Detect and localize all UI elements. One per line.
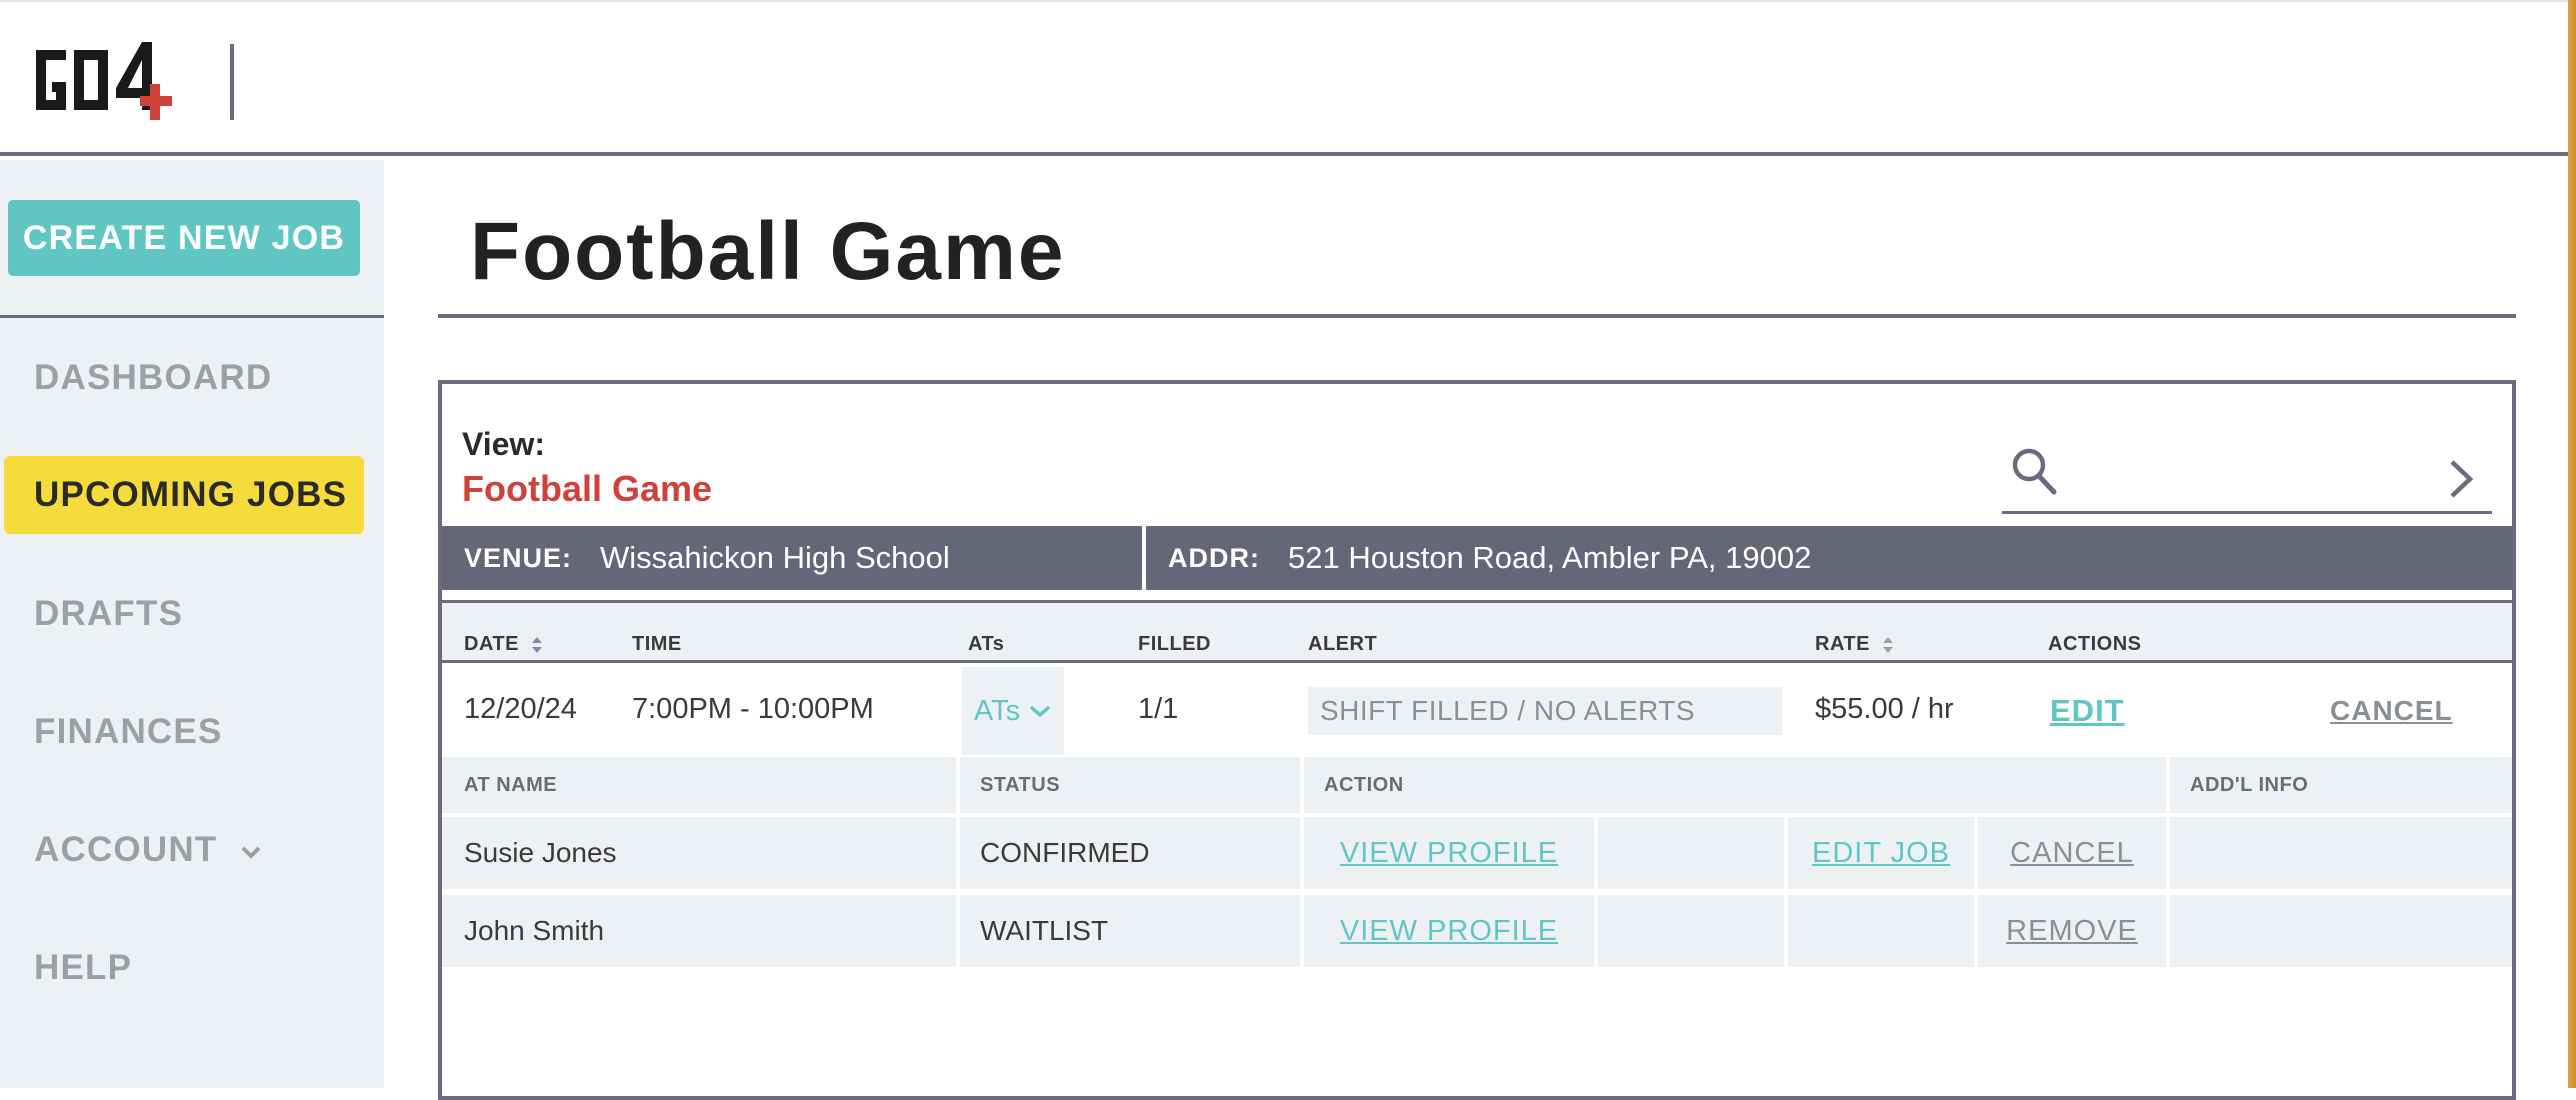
sidebar-item-drafts[interactable]: DRAFTS [34,594,184,633]
view-profile-cell: VIEW PROFILE [1304,817,1594,889]
column-header-filled: FILLED [1138,633,1211,655]
table-row: 12/20/24 7:00PM - 10:00PM ATs 1/1 SHIFT … [442,663,2512,755]
cancel-cell: CANCEL [1978,817,2166,889]
cancel-link[interactable]: CANCEL [2010,836,2134,869]
sidebar-divider [0,315,384,318]
view-profile-cell: VIEW PROFILE [1304,895,1594,967]
job-time: 7:00PM - 10:00PM [632,693,874,725]
page-title: Football Game [470,206,1066,297]
at-name: John Smith [442,895,956,967]
remove-cell: REMOVE [1978,895,2166,967]
header-divider [230,44,234,120]
edit-job-link[interactable]: EDIT JOB [1812,836,1950,869]
job-panel [438,380,2516,1100]
view-name: Football Game [462,468,713,509]
info-separator [1142,526,1146,590]
at-name: Susie Jones [442,817,956,889]
edit-job-link[interactable]: EDIT [2050,693,2125,728]
venue-value: Wissahickon High School [600,540,950,575]
venue-info-bar: VENUE: Wissahickon High School ADDR: 521… [442,526,2512,590]
sidebar-item-account[interactable]: ACCOUNT [34,830,262,870]
sort-icon[interactable] [1882,636,1894,654]
view-label: View: [462,426,545,462]
go4-logo[interactable] [30,38,200,124]
column-header-date[interactable]: DATE [464,633,543,656]
ats-label: ATs [973,694,1021,727]
sidebar-item-label: ACCOUNT [34,830,218,869]
title-divider [438,314,2516,318]
table-header: DATE TIME ATs FILLED ALERT RATE ACTIONS [442,603,2512,663]
empty-action-cell [1598,895,1784,967]
subcolumn-header-addl-info: ADD'L INFO [2170,757,2512,813]
subcolumn-header-status: STATUS [960,757,1300,813]
search-input[interactable] [2072,448,2416,500]
at-status: WAITLIST [960,895,1300,967]
cancel-job-link[interactable]: CANCEL [2330,695,2453,726]
search-bar [2002,440,2492,514]
sidebar-item-finances[interactable]: FINANCES [34,712,223,751]
top-header [0,0,2568,156]
column-header-actions: ACTIONS [2048,633,2142,655]
addr-key: ADDR: [1168,542,1260,573]
column-header-rate[interactable]: RATE [1815,633,1894,656]
window-edge [2568,0,2576,1088]
view-profile-link[interactable]: VIEW PROFILE [1339,914,1559,947]
job-filled: 1/1 [1138,693,1179,725]
empty-action-cell [1598,817,1784,889]
sidebar: CREATE NEW JOB DASHBOARD UPCOMING JOBS D… [0,160,384,1088]
sort-icon[interactable] [531,636,543,654]
sidebar-item-dashboard[interactable]: DASHBOARD [34,358,273,397]
addl-info-cell [2170,817,2512,889]
table-top-rule [442,600,2512,603]
sidebar-item-upcoming-jobs[interactable]: UPCOMING JOBS [4,456,364,534]
column-header-time: TIME [632,633,682,655]
chevron-right-icon[interactable] [2446,456,2476,502]
ats-dropdown[interactable]: ATs [962,667,1064,755]
subcolumn-header-action: ACTION [1304,757,2166,813]
sidebar-item-help[interactable]: HELP [34,948,133,987]
edit-job-cell: EDIT JOB [1788,817,1974,889]
at-status: CONFIRMED [960,817,1300,889]
addr-value: 521 Houston Road, Ambler PA, 19002 [1288,540,1812,575]
job-rate: $55.00 / hr [1815,693,1954,725]
chevron-down-icon [241,846,261,859]
subcolumn-header-at-name: AT NAME [442,757,956,813]
remove-link[interactable]: REMOVE [2006,914,2138,947]
chevron-down-icon [1029,705,1051,718]
column-header-ats: ATs [968,633,1005,655]
job-date: 12/20/24 [464,693,577,725]
view-profile-link[interactable]: VIEW PROFILE [1339,836,1559,869]
search-icon[interactable] [2010,446,2058,498]
alert-status: SHIFT FILLED / NO ALERTS [1308,687,1782,735]
column-header-alert: ALERT [1308,633,1378,655]
venue-key: VENUE: [464,542,573,573]
edit-job-cell [1788,895,1974,967]
create-new-job-button[interactable]: CREATE NEW JOB [8,200,360,276]
addl-info-cell [2170,895,2512,967]
